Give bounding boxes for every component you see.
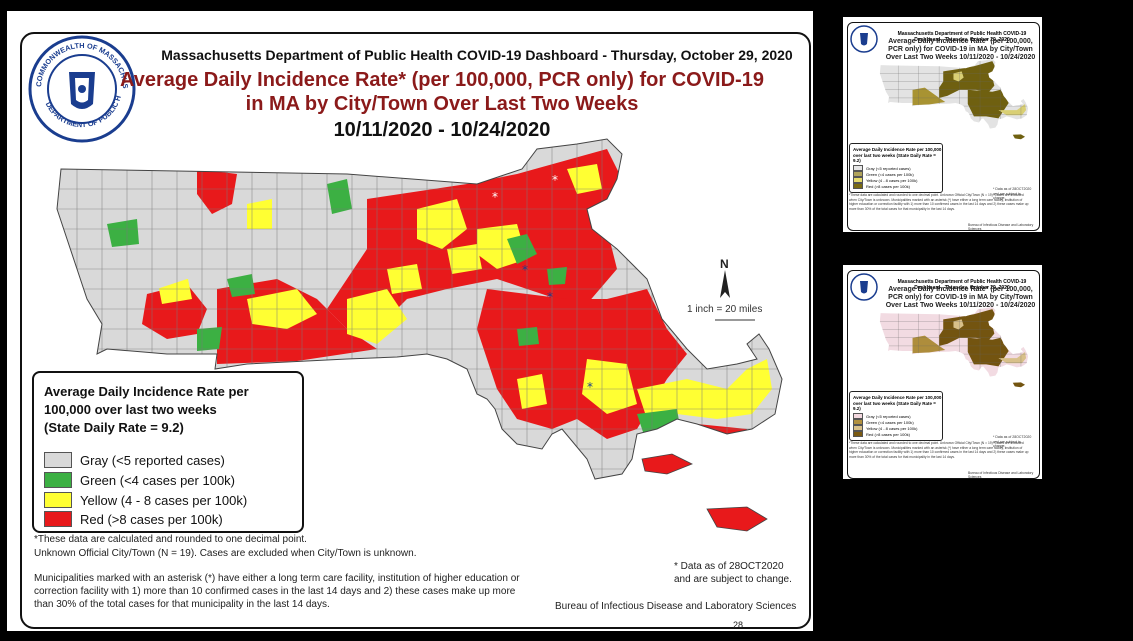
dashboard-header: Massachusetts Department of Public Healt…	[161, 47, 793, 63]
state-rate: (State Daily Rate = 9.2)	[44, 420, 184, 435]
thumb-notes: *These data are calculated and rounded t…	[849, 441, 1029, 459]
thumb-header: Massachusetts Department of Public Healt…	[897, 279, 1027, 291]
legend-title: Average Daily Incidence Rate per 100,000…	[44, 383, 299, 437]
date-range: 10/11/2020 - 10/24/2020	[333, 119, 551, 141]
thumbnail-olive: Massachusetts Department of Public Healt…	[843, 17, 1042, 232]
thumb-legend: Average Daily Incidence Rate per 100,000…	[849, 143, 943, 193]
legend-item-yellow: Yellow (4 - 8 cases per 100k)	[44, 491, 247, 509]
scale-bar	[715, 319, 755, 321]
map-legend: Average Daily Incidence Rate per 100,000…	[32, 371, 304, 533]
thumb-map	[879, 307, 1029, 388]
dph-seal-icon: COMMONWEALTH OF MASSACHUSETTS DEPARTMENT…	[27, 34, 136, 143]
thumb-bureau: Bureau of Infectious Disease and Laborat…	[968, 223, 1034, 231]
map-title-line2: in MA by City/Town Over Last Two Weeks	[245, 93, 639, 115]
thumb-bureau: Bureau of Infectious Disease and Laborat…	[968, 471, 1034, 479]
north-arrow-icon: N	[720, 257, 730, 298]
nantucket	[706, 506, 768, 532]
massachusetts-map: * * * * *	[56, 138, 783, 532]
scale-text: 1 inch = 20 miles	[687, 304, 763, 315]
bureau-credit: Bureau of Infectious Disease and Laborat…	[555, 601, 797, 612]
thumb-notes: *These data are calculated and rounded t…	[849, 193, 1029, 211]
legend-item-gray: Gray (<5 reported cases)	[44, 451, 225, 469]
north-label: N	[720, 257, 729, 271]
legend-item-red: Red (>8 cases per 100k)	[44, 510, 223, 528]
thumb-frame	[847, 22, 1040, 231]
thumb-legend: Average Daily Incidence Rate per 100,000…	[849, 391, 943, 441]
marthas-vineyard	[641, 453, 693, 475]
thumb-frame	[847, 270, 1040, 479]
data-as-of: * Data as of 28OCT2020 and are subject t…	[674, 561, 792, 585]
asterisk-marker: *	[492, 190, 498, 204]
map-title-line1: Average Daily Incidence Rate* (per 100,0…	[120, 69, 764, 91]
thumb-header: Massachusetts Department of Public Healt…	[897, 31, 1027, 43]
legend-item-green: Green (<4 cases per 100k)	[44, 471, 235, 489]
thumb-data-note: * Data as of 28OCT2020 and are subject t…	[993, 187, 1032, 200]
note-unknown: Unknown Official City/Town (N = 19). Cas…	[34, 548, 417, 559]
thumb-map	[879, 59, 1029, 140]
note-rounding: *These data are calculated and rounded t…	[34, 534, 307, 545]
page-number: 28	[733, 620, 744, 630]
thumb-title: Average Daily Incidence Rate* (per 100,0…	[885, 286, 1036, 309]
asterisk-marker: *	[552, 173, 558, 187]
main-slide: COMMONWEALTH OF MASSACHUSETTS DEPARTMENT…	[7, 11, 813, 631]
thumbnail-pink: Massachusetts Department of Public Healt…	[843, 265, 1042, 479]
note-asterisk: Municipalities marked with an asterisk (…	[34, 573, 520, 610]
asterisk-marker: *	[522, 263, 528, 277]
thumb-title: Average Daily Incidence Rate* (per 100,0…	[885, 38, 1036, 61]
asterisk-marker: *	[547, 290, 553, 304]
asterisk-marker: *	[587, 380, 593, 394]
dph-seal-icon	[850, 273, 878, 301]
thumb-data-note: * Data as of 28OCT2020 and are subject t…	[993, 435, 1032, 448]
dph-seal-icon	[850, 25, 878, 53]
